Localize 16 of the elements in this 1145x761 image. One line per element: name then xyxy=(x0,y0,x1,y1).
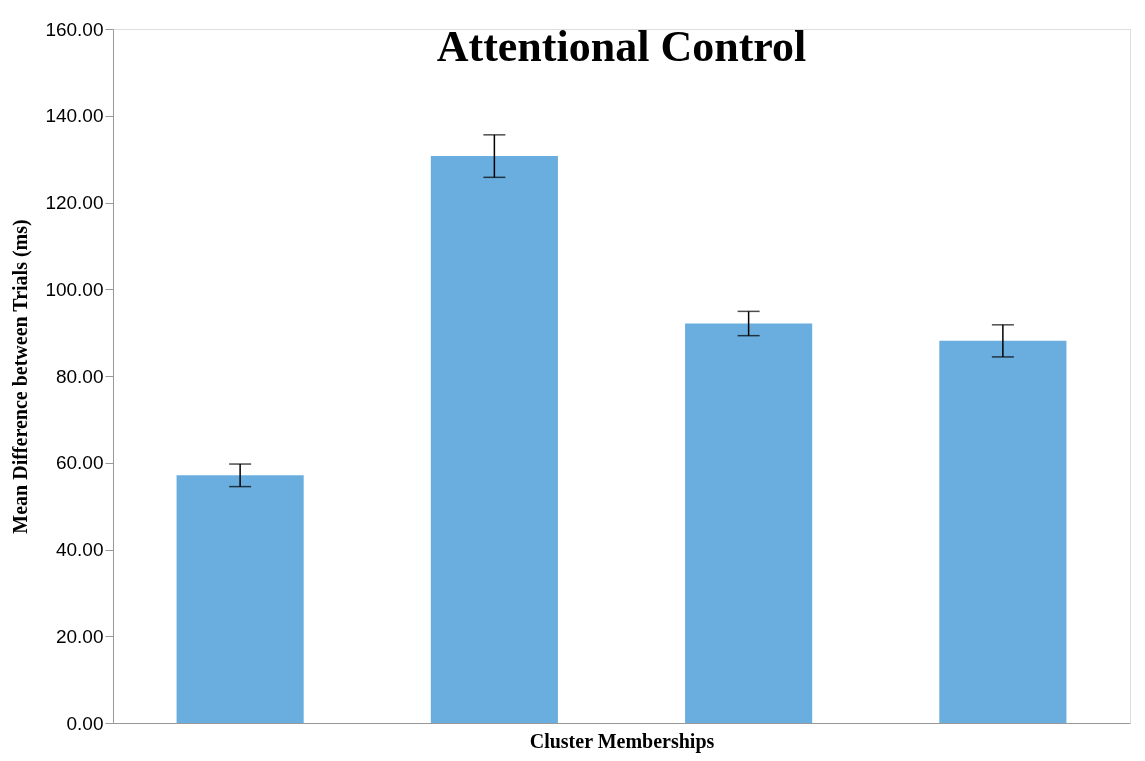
bar xyxy=(430,156,558,723)
chart-title: Attentional Control xyxy=(436,22,807,71)
y-tick-label: 140.00 xyxy=(45,105,104,127)
y-tick-label: 80.00 xyxy=(55,365,104,387)
bar xyxy=(176,475,304,723)
y-tick-label: 160.00 xyxy=(45,18,104,40)
y-tick-label: 100.00 xyxy=(45,278,104,300)
x-axis-title: Cluster Memberships xyxy=(529,729,715,753)
y-tick-label: 20.00 xyxy=(55,625,104,647)
y-tick-label: 60.00 xyxy=(55,452,104,474)
y-tick-label: 40.00 xyxy=(55,539,104,560)
y-axis-title: Mean Difference between Trials (ms) xyxy=(9,219,33,534)
y-tick-label: 120.00 xyxy=(45,192,104,213)
bar xyxy=(685,323,813,723)
bar xyxy=(939,340,1067,723)
y-tick-label: 0.00 xyxy=(66,712,104,734)
